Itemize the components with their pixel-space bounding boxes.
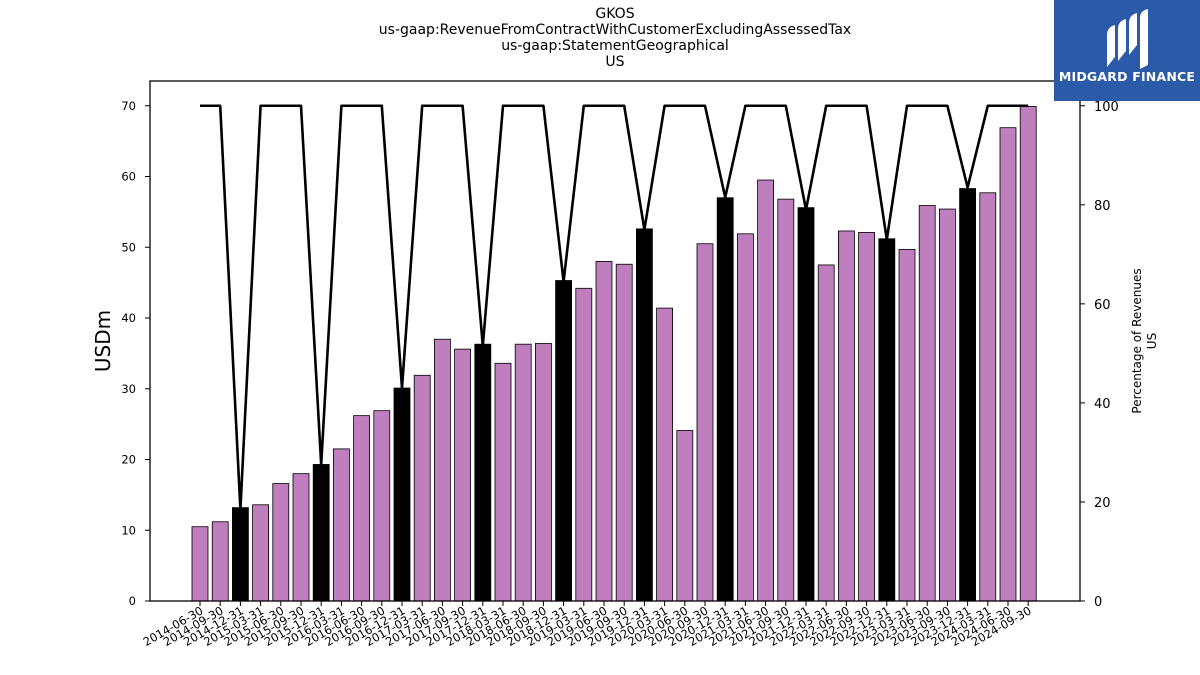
bar [373,410,391,602]
bar [838,230,855,602]
bar [191,526,209,602]
y-tick-label: 0 [129,594,136,608]
brand-name: MIDGARD FINANCE [1058,69,1196,84]
bar [777,198,795,602]
bar [676,430,694,602]
midgard-logo-icon [1107,9,1148,69]
y-tick-label: 40 [121,311,136,325]
bar [595,261,613,602]
bar [757,179,774,602]
bar [716,197,734,602]
y2-tick-label: 0 [1094,595,1102,610]
y2-tick-label: 60 [1094,298,1111,313]
bar [393,387,411,602]
bar [636,228,653,602]
percentage-line [200,104,1029,511]
y-tick-label: 50 [121,240,136,254]
chart-subtitle-member: US [605,54,625,70]
y2-tick-label: 40 [1094,397,1111,412]
bar [514,343,532,602]
bar [878,238,896,602]
y-tick-label: 60 [121,170,136,184]
bar [292,473,310,602]
chart-title-block: GKOS us-gaap:RevenueFromContractWithCust… [0,6,1200,70]
chart-subtitle-axis: us-gaap:StatementGeographical [501,38,729,54]
y-tick-label: 30 [121,382,136,396]
bar [817,264,835,602]
chart-subtitle-concept: us-gaap:RevenueFromContractWithCustomerE… [378,22,852,38]
bar [413,374,431,602]
bar [454,348,472,602]
bar [231,507,249,602]
bar [252,504,270,602]
bar [696,243,714,602]
bar [615,263,633,602]
y-tick-label: 20 [121,453,136,467]
chart-title: GKOS [595,6,635,22]
y-tick-label: 70 [121,99,136,113]
y2-tick-label: 20 [1094,496,1111,511]
y2-axis-label-line2: US [1145,333,1159,349]
bar [979,192,997,602]
bar [494,362,512,602]
bar [656,307,673,602]
y-axis-label: USDm [91,310,115,372]
bar [211,521,229,602]
brand-logo: MIDGARD FINANCE [1054,0,1200,101]
bar [737,233,754,602]
bar [797,207,815,602]
bar [353,415,371,602]
bar [575,287,593,602]
y2-tick-label: 100 [1094,100,1119,115]
bar [999,127,1017,602]
bar [1019,106,1037,602]
bar [555,280,572,602]
bar [898,248,916,602]
y-tick-label: 10 [121,523,136,537]
bar [939,208,956,602]
bar [858,232,875,602]
y2-tick-label: 80 [1094,199,1111,214]
bar [918,205,936,602]
bar [959,188,976,602]
bar [535,343,552,602]
bar [474,343,492,602]
bar [433,338,451,602]
bar [332,448,350,602]
plot-frame [149,80,1081,602]
bar [312,464,330,602]
y2-axis-label-line1: Percentage of Revenues [1130,268,1144,413]
bar [272,483,290,602]
